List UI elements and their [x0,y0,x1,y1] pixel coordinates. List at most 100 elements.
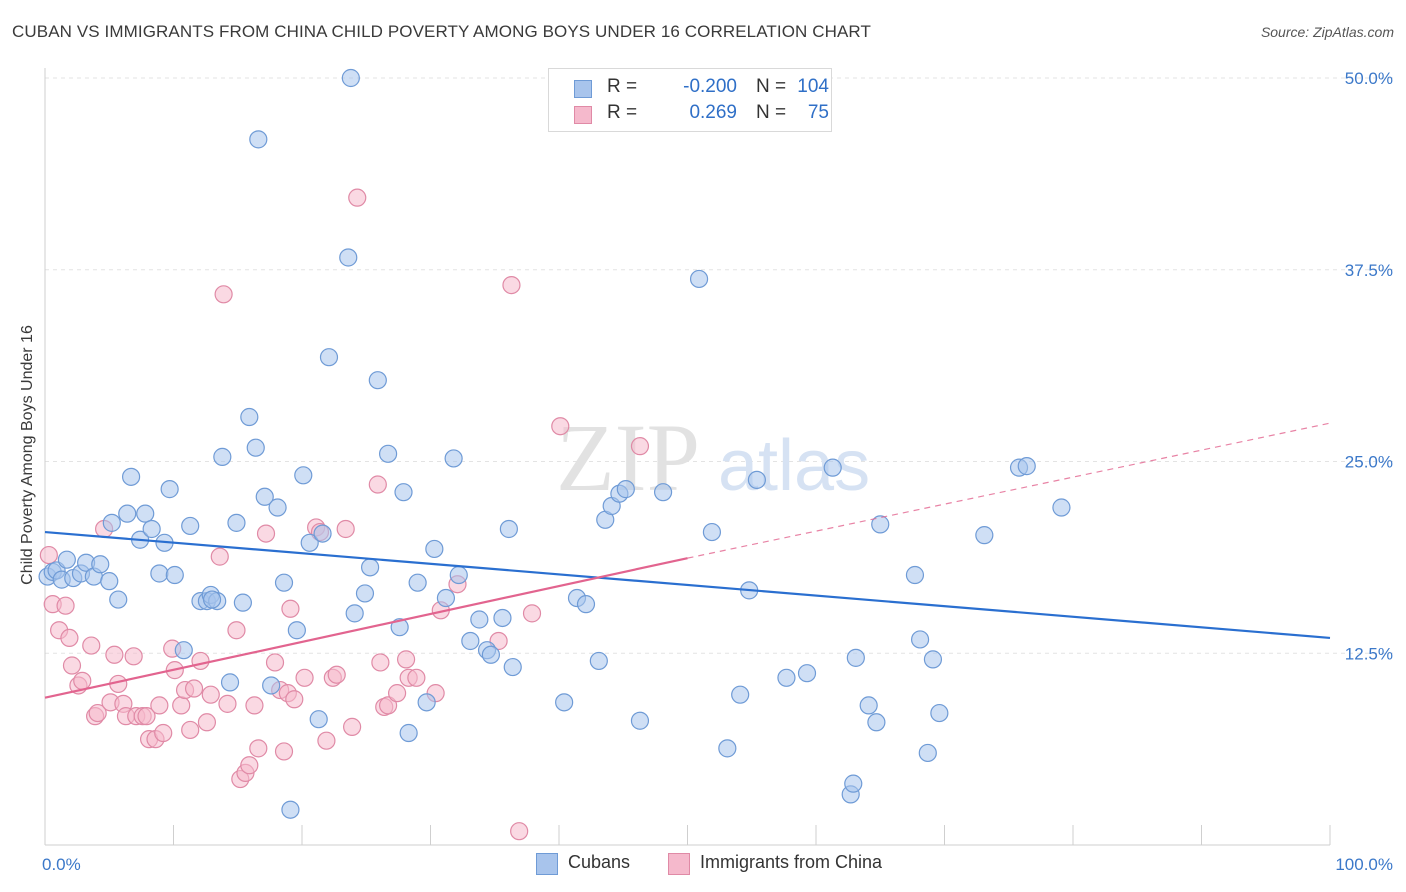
legend-n-value: 75 [807,102,829,123]
china-point [522,604,542,623]
china-point [285,690,304,709]
cubans-point [345,604,364,623]
china-point [249,739,268,758]
china-point [343,717,362,736]
china-point [378,696,398,715]
cubans-point [449,565,468,585]
cubans-point [274,573,294,592]
watermark-atlas: atlas [718,426,870,506]
cubans-point [499,519,518,539]
china-point [60,628,79,648]
cubans-point [240,407,259,427]
cubans-point [355,584,375,603]
china-point [265,653,285,672]
china-point [630,437,650,456]
cubans-point [136,504,155,523]
cubans-point [313,524,332,543]
y-axis-label: Child Poverty Among Boys Under 16 [19,325,36,585]
china-point [281,599,300,618]
cubans-point [844,774,863,793]
tick-labels: 12.5% 25.0% 37.5% 50.0% 0.0% 100.0% [42,69,1393,874]
china-point [368,475,387,494]
cubans-point [975,526,994,545]
cubans-point [910,630,930,649]
china-point [184,679,204,698]
cubans-point [630,711,650,730]
china-point [371,653,390,672]
china-point [327,665,346,684]
china-point [56,596,75,615]
china-point [105,645,124,664]
x-tick-label: 100.0% [1335,855,1393,874]
cubans-point [246,438,265,457]
cubans-point [262,676,281,695]
cubans-point [294,466,313,485]
china-point [295,668,314,687]
china-point [201,685,220,704]
cubans-point [109,590,128,609]
bottom-legend-label-china: Immigrants from China [700,852,883,872]
cubans-point [300,533,319,552]
cubans-point [100,572,119,591]
cubans-point [150,564,169,583]
china-point [154,723,173,743]
cubans-point [718,739,737,758]
china-point [256,524,276,543]
cubans-point [394,483,413,502]
cubans-point [444,449,463,468]
cubans-point [470,610,489,629]
china-point [210,547,229,566]
china-point [317,731,336,750]
china-point [191,651,210,671]
cubans-point [555,693,574,712]
china-point [274,742,294,761]
legend-r-value: 0.269 [689,102,737,123]
cubans-point [425,539,444,559]
cubans-point [181,516,200,536]
china-point [172,696,191,715]
y-tick-label: 50.0% [1345,69,1393,88]
china-point [62,656,82,675]
cubans-point [57,550,76,569]
china-point [387,684,407,703]
x-tick-label: 0.0% [42,855,81,874]
cubans-point [213,447,232,466]
cubans-point [731,685,750,704]
cubans-point [436,588,456,608]
china-point [227,621,246,640]
cubans-point [220,673,240,692]
legend-swatch-cubans [574,80,592,98]
legend-n-label: N = [756,76,787,97]
china-point [240,756,259,775]
cubans-point [142,519,161,539]
china-point [137,707,156,726]
cubans-point [102,513,121,532]
china-point [348,188,367,207]
china-point [245,696,264,715]
china-point [510,822,529,841]
cubans-point [1052,498,1071,517]
china-point [124,647,143,666]
china-point [407,668,426,687]
cubans-point [576,595,596,614]
cubans-point [918,743,937,763]
cubans-point [589,651,608,671]
cubans-point [390,618,409,637]
source-credit: Source: ZipAtlas.com [1260,24,1394,40]
cubans-point [493,608,512,628]
cubans-point [408,573,427,592]
cubans-point [121,467,141,486]
cubans-point [930,703,949,723]
cubans-point [281,800,300,819]
cubans-point [309,710,328,729]
china-point [218,694,237,713]
bottom-legend-swatch-china [668,853,690,875]
axes [44,68,1331,846]
china-point [73,671,92,690]
cubans-point [255,487,274,506]
cubans-point [747,470,766,490]
cubans-point [227,513,246,532]
china-point [336,519,355,539]
cubans-point [823,458,842,477]
